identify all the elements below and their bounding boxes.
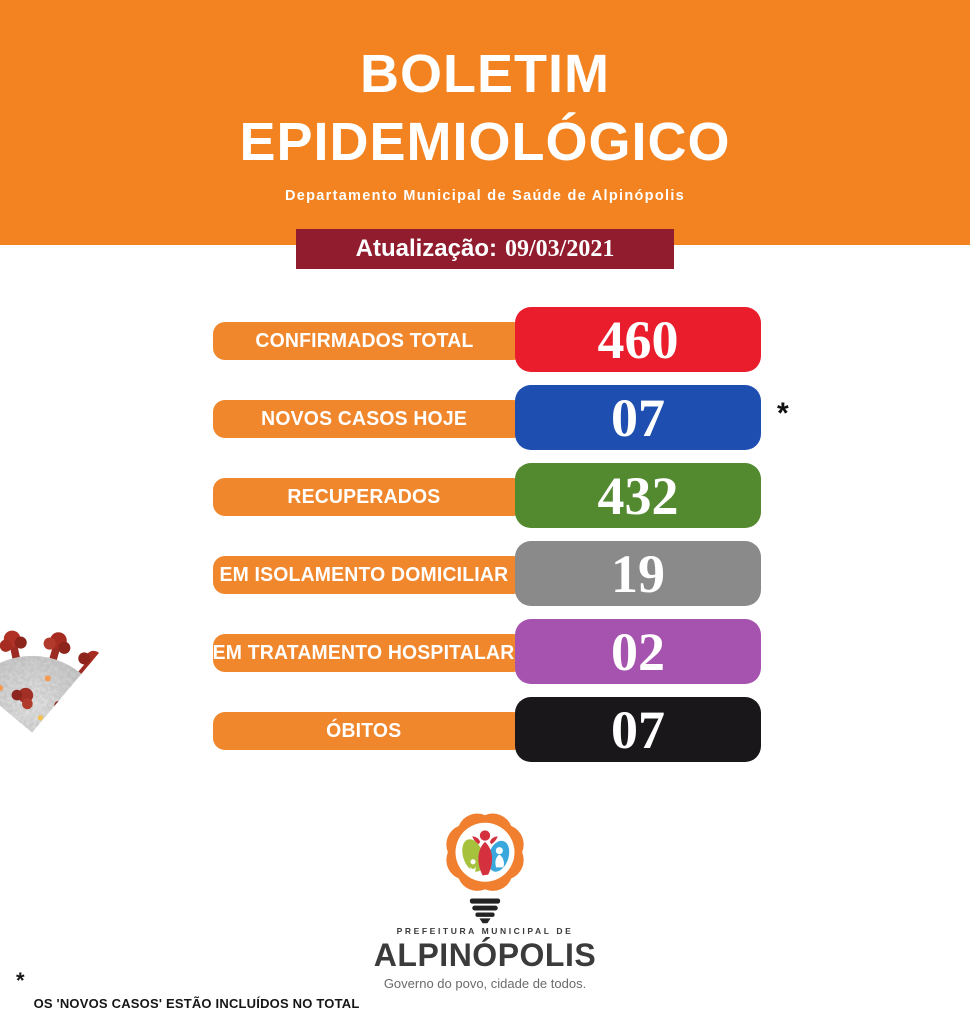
- logo-org-type: PREFEITURA MUNICIPAL DE: [396, 926, 574, 936]
- footnote-line-1: OS 'NOVOS CASOS' ESTÃO INCLUÍDOS NO TOTA…: [33, 996, 360, 1011]
- stat-label-text: EM ISOLAMENTO DOMICILIAR: [219, 563, 509, 586]
- coronavirus-illustration-left: [0, 458, 132, 686]
- update-date: 09/03/2021: [505, 235, 615, 262]
- update-label: Atualização:: [355, 235, 498, 262]
- bulletin-subtitle: Departamento Municipal de Saúde de Alpin…: [284, 188, 686, 204]
- stat-label-text: CONFIRMADOS TOTAL: [254, 329, 474, 352]
- stat-label-text: RECUPERADOS: [287, 485, 441, 508]
- stat-label-text: ÓBITOS: [326, 719, 402, 742]
- stat-value-box: 19: [515, 541, 761, 606]
- stat-value-box: 02: [515, 619, 761, 684]
- municipal-logo: PREFEITURA MUNICIPAL DE ALPINÓPOLIS Gove…: [0, 806, 970, 991]
- stat-value-box: 432: [515, 463, 761, 528]
- stats-list: CONFIRMADOS TOTAL 460 NOVOS CASOS HOJE 0…: [213, 307, 833, 775]
- footnote-text: OS 'NOVOS CASOS' ESTÃO INCLUÍDOS NO TOTA…: [34, 963, 360, 1024]
- stat-label-text: EM TRATAMENTO HOSPITALAR: [213, 641, 515, 664]
- stat-label-pill: CONFIRMADOS TOTAL: [213, 322, 525, 360]
- stat-row: RECUPERADOS 432: [213, 463, 833, 528]
- stat-label-pill: NOVOS CASOS HOJE: [213, 400, 525, 438]
- stat-footnote-asterisk: *: [777, 397, 789, 430]
- stat-value-box: 07: [515, 385, 761, 450]
- stat-row: NOVOS CASOS HOJE 07 *: [213, 385, 833, 450]
- alpinopolis-star-logo-icon: [446, 813, 524, 924]
- stat-label-pill: EM ISOLAMENTO DOMICILIAR: [213, 556, 525, 594]
- stat-row: EM ISOLAMENTO DOMICILIAR 19: [213, 541, 833, 606]
- footnote: * OS 'NOVOS CASOS' ESTÃO INCLUÍDOS NO TO…: [16, 963, 360, 1024]
- stat-label-pill: ÓBITOS: [213, 712, 525, 750]
- stat-value-box: 07: [515, 697, 761, 762]
- logo-org-name: ALPINÓPOLIS: [373, 937, 597, 973]
- stat-row: EM TRATAMENTO HOSPITALAR 02: [213, 619, 833, 684]
- stat-label-text: NOVOS CASOS HOJE: [261, 407, 467, 430]
- title-line-2: EPIDEMIOLÓGICO: [239, 112, 731, 172]
- stat-label-pill: RECUPERADOS: [213, 478, 525, 516]
- stat-row: ÓBITOS 07: [213, 697, 833, 762]
- stat-value-box: 460: [515, 307, 761, 372]
- title-line-1: BOLETIM: [360, 44, 610, 104]
- logo-tagline: Governo do povo, cidade de todos.: [383, 976, 587, 991]
- bulletin-title: BOLETIM EPIDEMIOLÓGICO: [0, 0, 970, 176]
- footnote-marker: *: [16, 968, 25, 993]
- update-banner: Atualização: 09/03/2021: [296, 229, 674, 269]
- stat-row: CONFIRMADOS TOTAL 460: [213, 307, 833, 372]
- stat-label-pill: EM TRATAMENTO HOSPITALAR: [213, 634, 525, 672]
- header-banner: BOLETIM EPIDEMIOLÓGICO Departamento Muni…: [0, 0, 970, 245]
